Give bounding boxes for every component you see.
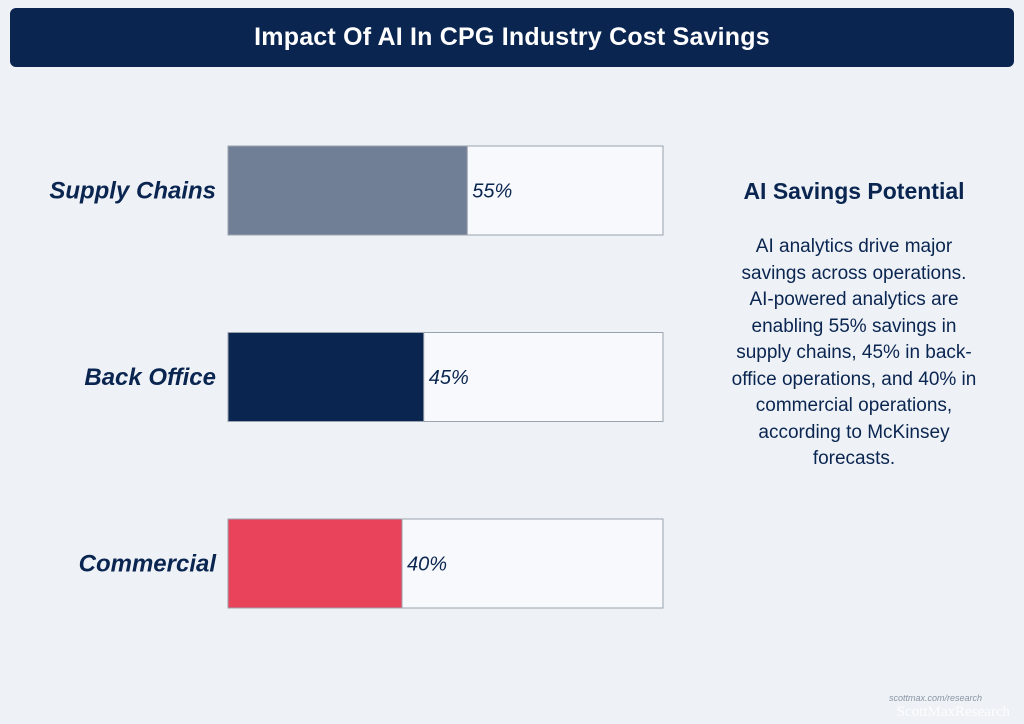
bar-supply-chains [227, 145, 468, 236]
brand-watermark: ScottMaxResearch [896, 704, 1010, 720]
side-panel-body: AI analytics drive major savings across … [731, 236, 977, 469]
chart-title: Impact Of AI In CPG Industry Cost Saving… [254, 23, 770, 51]
bar-back-office [227, 332, 425, 422]
side-panel-heading: AI Savings Potential [743, 178, 965, 204]
side-panel: AI Savings Potential AI analytics drive … [730, 178, 978, 473]
category-label-commercial: Commercial [79, 551, 218, 578]
value-label-supply-chains: 55% [472, 181, 512, 203]
value-label-commercial: 40% [407, 554, 447, 576]
title-bar: Impact Of AI In CPG Industry Cost Saving… [10, 8, 1014, 67]
source-text: scottmax.com/research [888, 693, 982, 703]
value-label-back-office: 45% [429, 367, 469, 389]
category-label-supply-chains: Supply Chains [49, 178, 216, 205]
bar-chart: Supply Chains 55% Back Office 45% Commercial… [49, 145, 664, 609]
bar-commercial [227, 518, 403, 609]
category-label-back-office: Back Office [84, 364, 216, 391]
